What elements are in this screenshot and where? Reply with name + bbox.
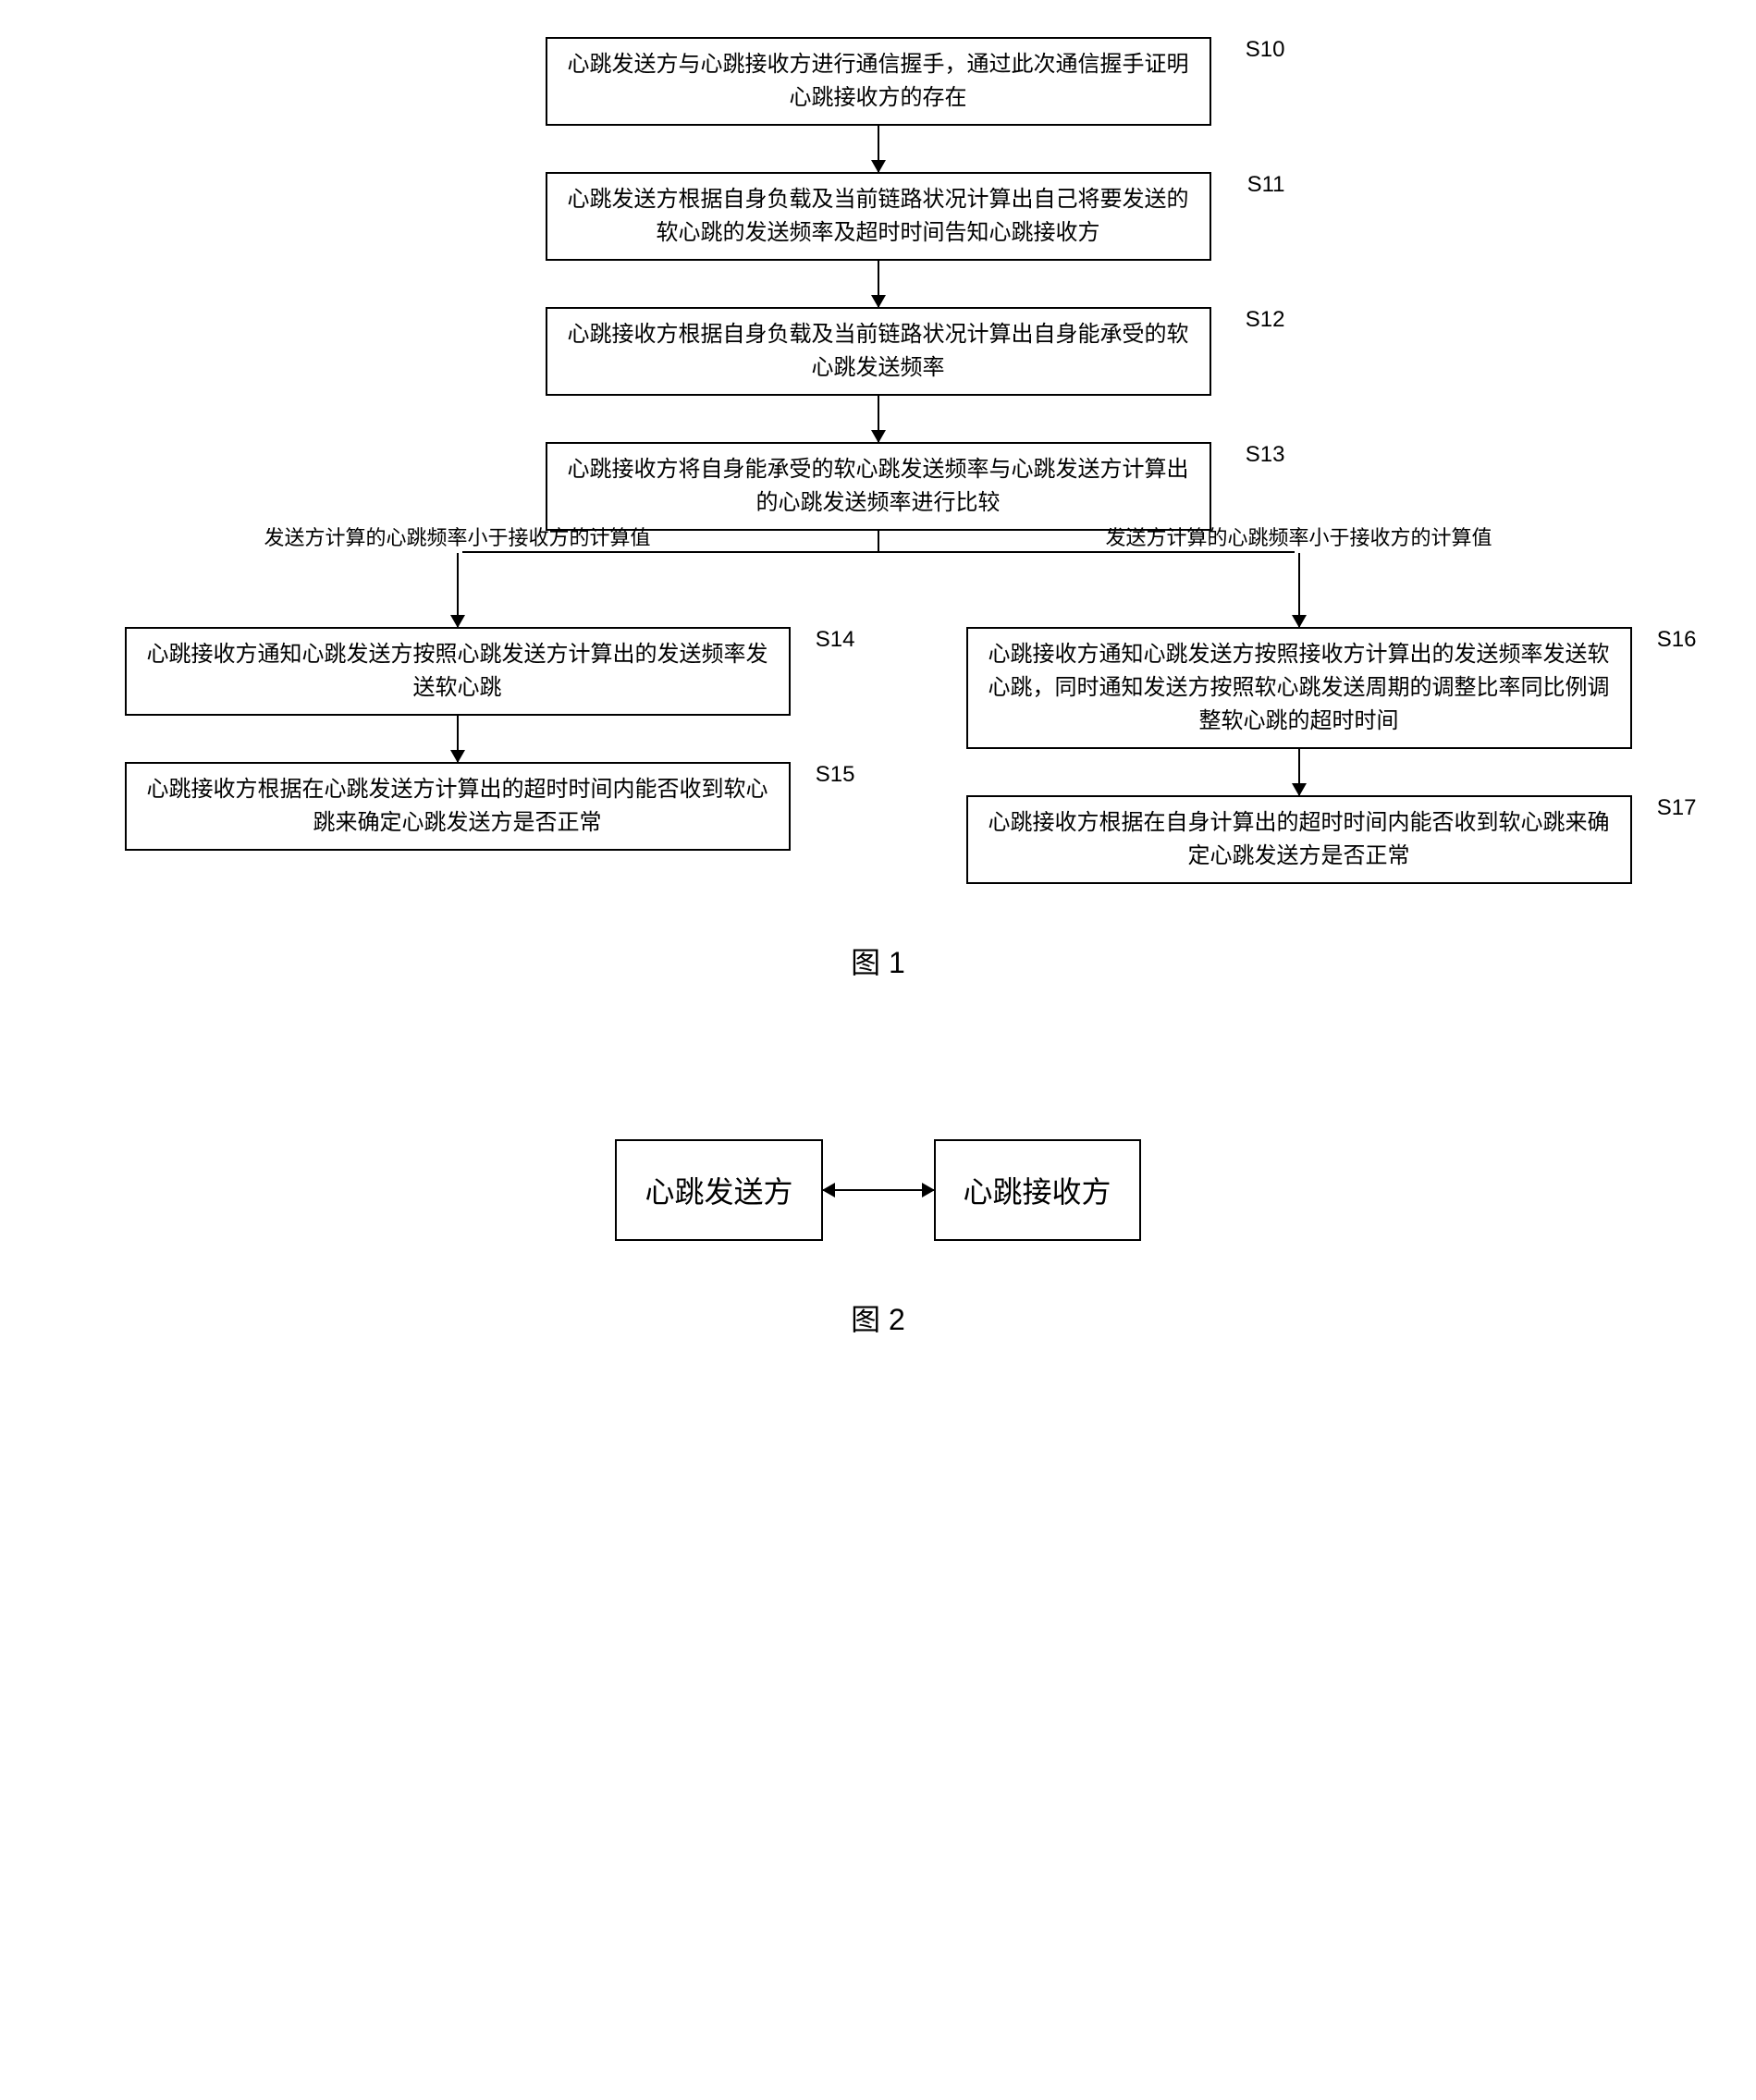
figure-2-row: 心跳发送方 心跳接收方	[46, 1139, 1711, 1241]
arrow-s16-s17	[1298, 749, 1300, 795]
right-branch: 发送方计算的心跳频率小于接收方的计算值 心跳接收方通知心跳发送方按照接收方计算出…	[878, 553, 1720, 884]
arrow-split-right	[1298, 553, 1300, 627]
node-s11: 心跳发送方根据自身负载及当前链路状况计算出自己将要发送的软心跳的发送频率及超时时…	[546, 172, 1211, 261]
label-s14: S14	[816, 627, 855, 653]
flowchart: 心跳发送方与心跳接收方进行通信握手，通过此次通信握手证明心跳接收方的存在 S10…	[46, 37, 1711, 884]
node-s13-wrap: 心跳接收方将自身能承受的软心跳发送频率与心跳发送方计算出的心跳发送频率进行比较 …	[46, 442, 1711, 531]
label-s13: S13	[1246, 442, 1285, 468]
label-s10: S10	[1246, 37, 1285, 63]
label-s12: S12	[1246, 307, 1285, 333]
node-s15: 心跳接收方根据在心跳发送方计算出的超时时间内能否收到软心跳来确定心跳发送方是否正…	[125, 762, 791, 851]
condition-left: 发送方计算的心跳频率小于接收方的计算值	[264, 522, 650, 551]
node-s12: 心跳接收方根据自身负载及当前链路状况计算出自身能承受的软心跳发送频率	[546, 307, 1211, 396]
condition-right: 发送方计算的心跳频率小于接收方的计算值	[1105, 522, 1492, 551]
fig2-right-box: 心跳接收方	[934, 1139, 1141, 1241]
label-s16: S16	[1657, 627, 1697, 653]
figure-2: 心跳发送方 心跳接收方 图 2	[46, 1139, 1711, 1339]
node-s16-wrap: 心跳接收方通知心跳发送方按照接收方计算出的发送频率发送软心跳，同时通知发送方按照…	[878, 627, 1720, 749]
fig2-arrow	[823, 1189, 934, 1191]
node-s10: 心跳发送方与心跳接收方进行通信握手，通过此次通信握手证明心跳接收方的存在	[546, 37, 1211, 126]
node-s17: 心跳接收方根据在自身计算出的超时时间内能否收到软心跳来确定心跳发送方是否正常	[966, 795, 1632, 884]
node-s12-wrap: 心跳接收方根据自身负载及当前链路状况计算出自身能承受的软心跳发送频率 S12	[46, 307, 1711, 396]
node-s14-wrap: 心跳接收方通知心跳发送方按照心跳发送方计算出的发送频率发送软心跳 S14	[37, 627, 878, 716]
label-s15: S15	[816, 762, 855, 788]
label-s11: S11	[1247, 172, 1285, 198]
arrow-s10-s11	[878, 126, 879, 172]
node-s11-wrap: 心跳发送方根据自身负载及当前链路状况计算出自己将要发送的软心跳的发送频率及超时时…	[46, 172, 1711, 261]
arrow-s14-s15	[457, 716, 459, 762]
node-s16: 心跳接收方通知心跳发送方按照接收方计算出的发送频率发送软心跳，同时通知发送方按照…	[966, 627, 1632, 749]
label-s17: S17	[1657, 795, 1697, 821]
figure-1-caption: 图 1	[46, 939, 1711, 982]
node-s10-wrap: 心跳发送方与心跳接收方进行通信握手，通过此次通信握手证明心跳接收方的存在 S10	[46, 37, 1711, 126]
figure-2-caption: 图 2	[46, 1296, 1711, 1339]
node-s17-wrap: 心跳接收方根据在自身计算出的超时时间内能否收到软心跳来确定心跳发送方是否正常 S…	[878, 795, 1720, 884]
node-s15-wrap: 心跳接收方根据在心跳发送方计算出的超时时间内能否收到软心跳来确定心跳发送方是否正…	[37, 762, 878, 851]
figure-1: 心跳发送方与心跳接收方进行通信握手，通过此次通信握手证明心跳接收方的存在 S10…	[46, 37, 1711, 982]
split-stub	[878, 531, 879, 551]
arrow-s11-s12	[878, 261, 879, 307]
fig2-left-box: 心跳发送方	[615, 1139, 822, 1241]
node-s13: 心跳接收方将自身能承受的软心跳发送频率与心跳发送方计算出的心跳发送频率进行比较	[546, 442, 1211, 531]
arrow-s12-s13	[878, 396, 879, 442]
split-row: 发送方计算的心跳频率小于接收方的计算值 心跳接收方通知心跳发送方按照心跳发送方计…	[37, 553, 1720, 884]
arrow-split-left	[457, 553, 459, 627]
left-branch: 发送方计算的心跳频率小于接收方的计算值 心跳接收方通知心跳发送方按照心跳发送方计…	[37, 553, 878, 884]
node-s14: 心跳接收方通知心跳发送方按照心跳发送方计算出的发送频率发送软心跳	[125, 627, 791, 716]
